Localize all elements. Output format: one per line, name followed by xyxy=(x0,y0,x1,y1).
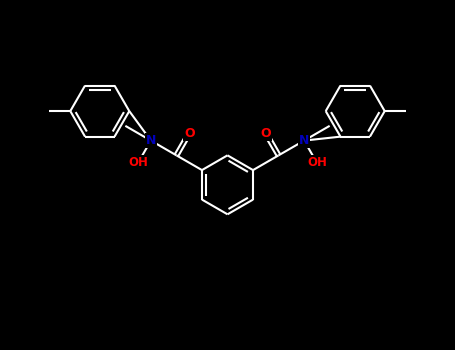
Text: N: N xyxy=(299,134,309,147)
Text: OH: OH xyxy=(307,156,327,169)
Text: O: O xyxy=(261,127,271,140)
Text: OH: OH xyxy=(128,156,148,169)
Text: N: N xyxy=(146,134,156,147)
Text: O: O xyxy=(184,127,194,140)
